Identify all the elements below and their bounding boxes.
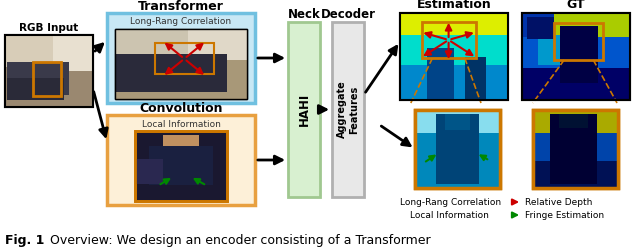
Bar [427,48,454,100]
Bar [533,161,618,188]
Text: Decoder: Decoder [321,7,376,21]
Bar [188,29,247,61]
Bar [522,13,630,100]
Bar [533,110,618,188]
Bar [400,35,508,65]
Text: Convolution: Convolution [140,102,223,115]
Text: Relative Depth: Relative Depth [525,198,593,206]
Text: Local Information: Local Information [141,120,220,128]
Bar [522,13,630,39]
Bar [288,22,320,197]
Bar [115,57,247,99]
Bar [115,54,227,92]
Text: RGB Input: RGB Input [19,23,79,33]
Bar [53,35,93,71]
Text: Fig. 1: Fig. 1 [5,233,44,247]
Bar [538,35,598,65]
Bar [33,62,61,96]
Text: Transformer: Transformer [138,0,224,13]
Bar [7,78,64,100]
Bar [107,115,255,205]
Bar [5,35,93,107]
Bar [115,29,247,99]
Bar [527,17,554,39]
Text: Long-Rang Correlation: Long-Rang Correlation [131,18,232,26]
Bar [560,26,598,82]
Bar [415,110,500,133]
Text: HAHI: HAHI [298,93,310,126]
Bar [7,62,68,95]
Bar [533,133,618,165]
Bar [559,114,588,128]
Text: Estimation: Estimation [417,0,492,12]
Bar [115,29,247,57]
Bar [522,37,630,68]
Bar [135,131,227,201]
Text: Neck: Neck [287,7,321,21]
Bar [400,65,508,100]
Bar [5,35,93,107]
Text: Overview: We design an encoder consisting of a Transformer: Overview: We design an encoder consistin… [42,233,431,247]
Bar [436,114,479,184]
Bar [149,146,213,185]
Bar [5,67,93,107]
Bar [415,110,500,188]
Text: Aggregate
Features: Aggregate Features [337,81,359,138]
Bar [415,133,500,188]
Bar [554,23,603,60]
Bar [533,110,618,137]
Bar [533,110,618,188]
Bar [422,22,476,58]
Text: Fringe Estimation: Fringe Estimation [525,210,604,220]
Bar [155,43,214,75]
Bar [332,22,364,197]
Text: Local Information: Local Information [410,210,489,220]
Bar [107,13,255,103]
Text: Long-Rang Correlation: Long-Rang Correlation [400,198,501,206]
Bar [554,13,630,48]
Bar [550,114,596,184]
Bar [163,135,200,148]
Bar [135,131,227,201]
Text: GT: GT [566,0,586,12]
Bar [115,29,247,99]
Bar [445,114,470,129]
Bar [400,13,508,100]
Bar [400,13,508,43]
Bar [522,13,630,100]
Bar [5,35,93,67]
Bar [400,13,508,100]
Bar [415,110,500,188]
Bar [135,159,163,184]
Bar [465,57,486,100]
